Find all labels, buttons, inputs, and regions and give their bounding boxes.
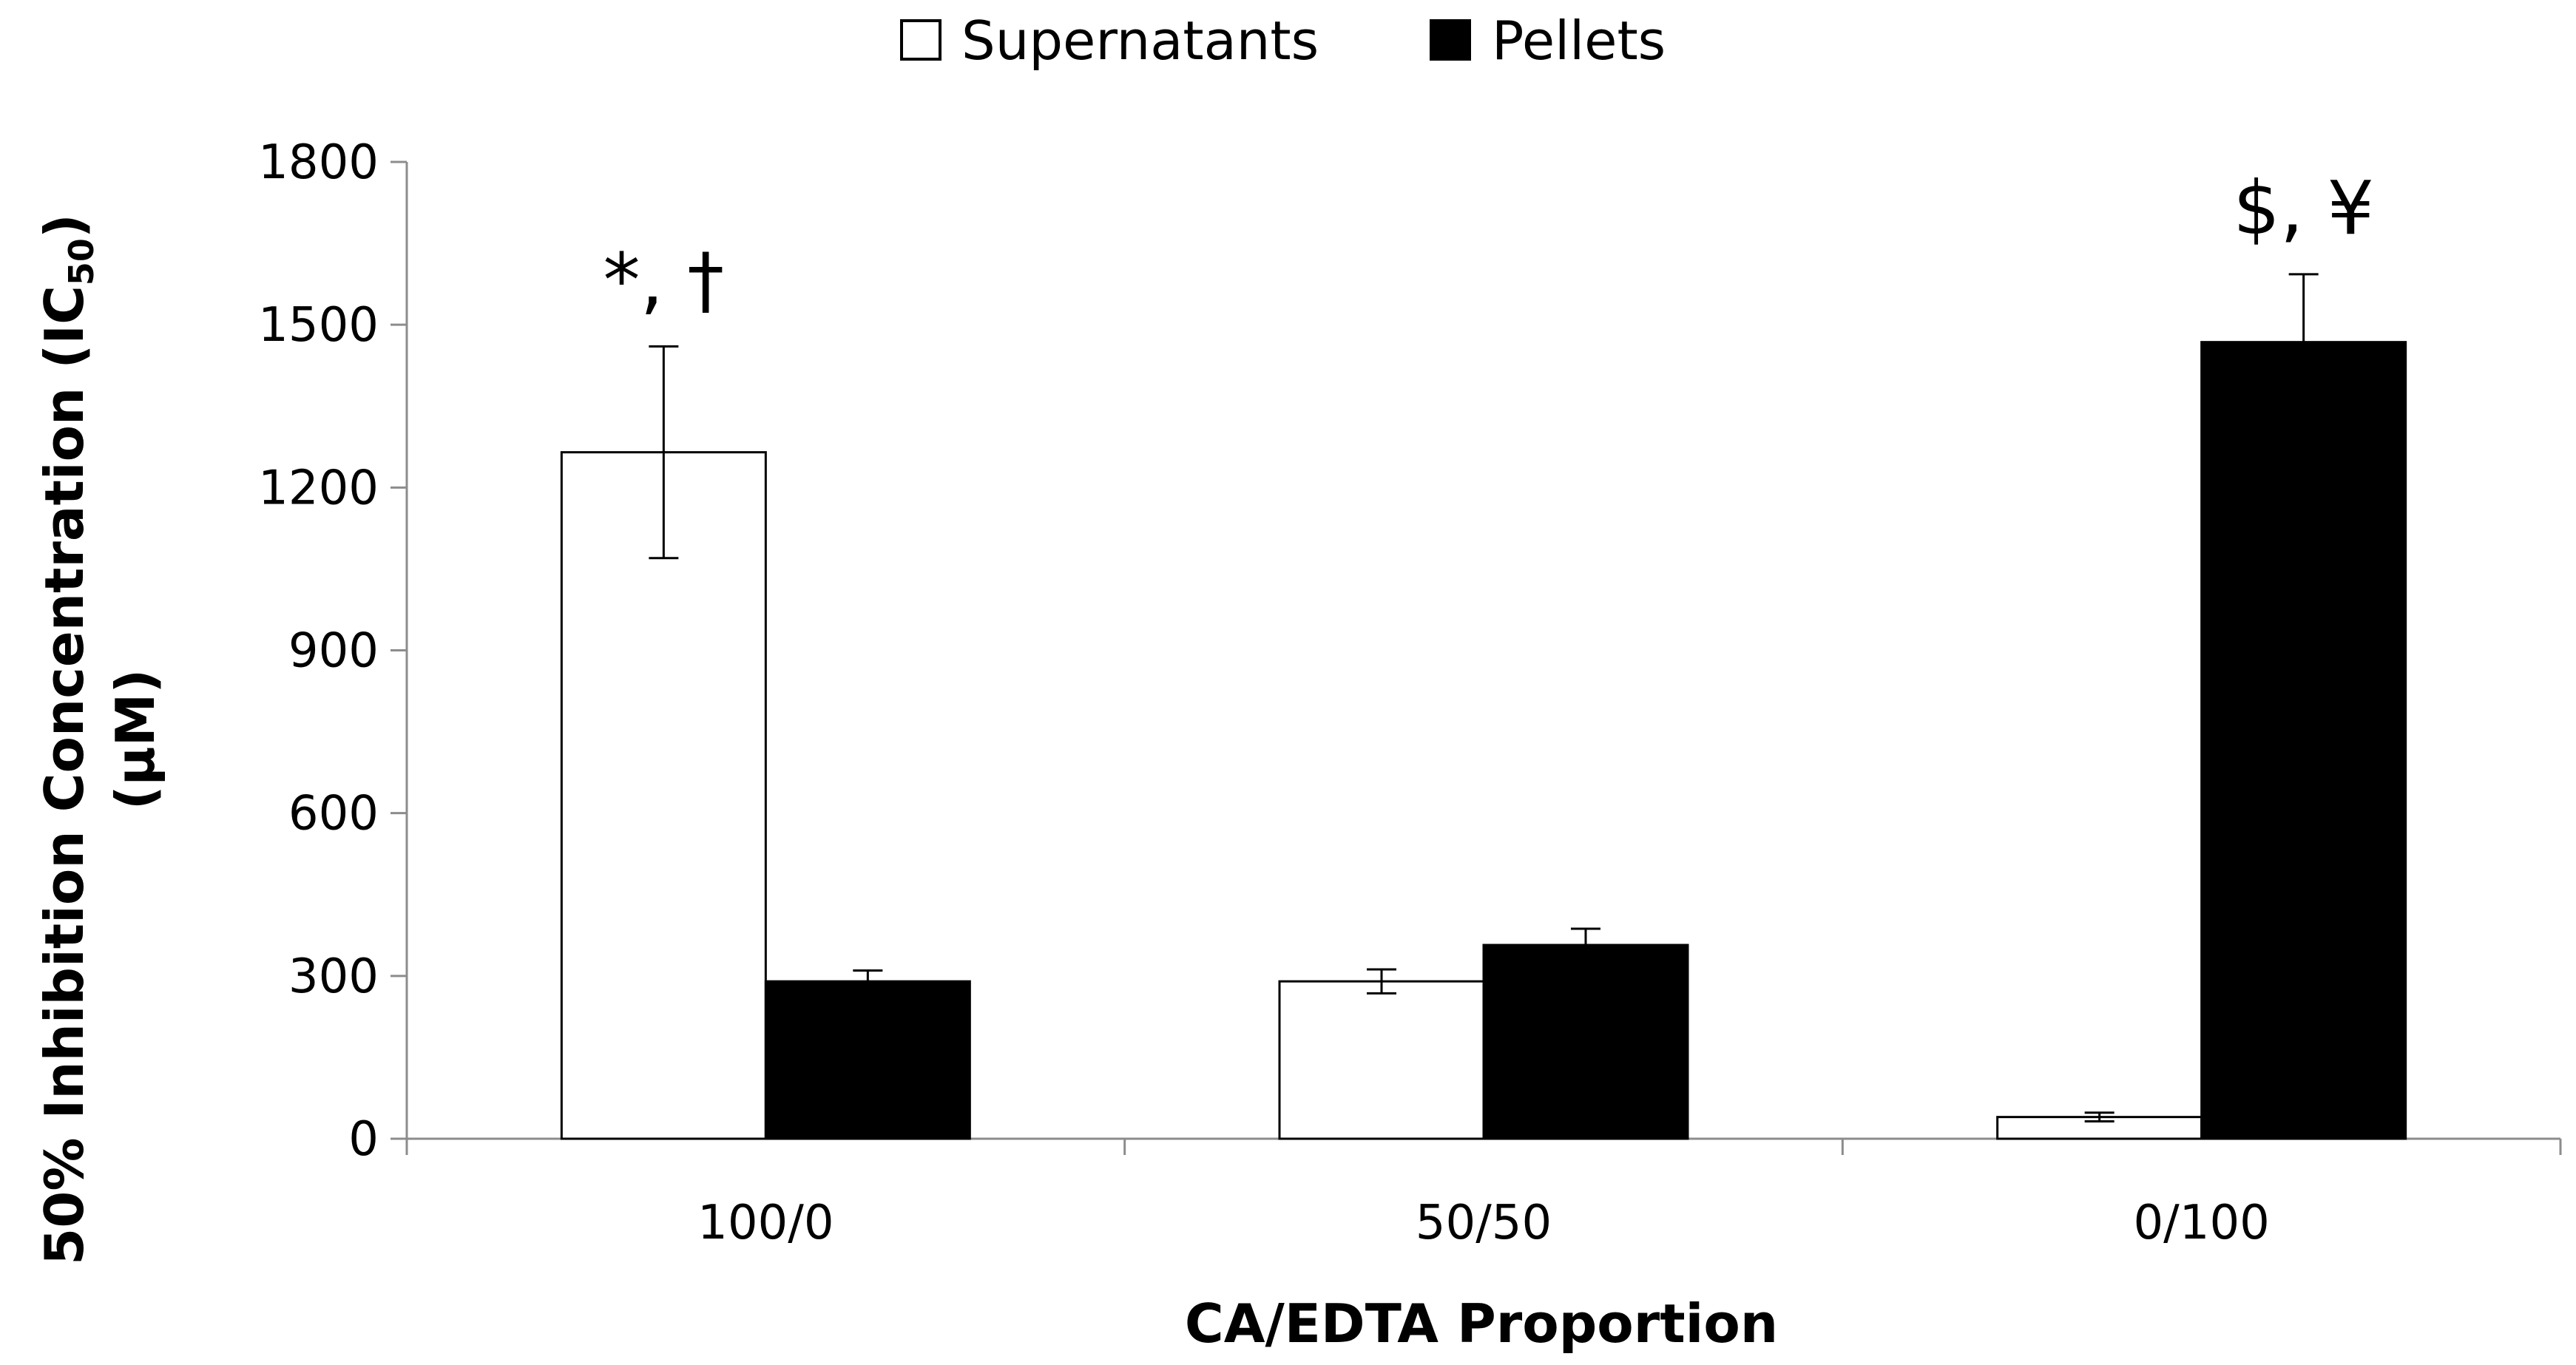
y-tick-label: 1500 — [258, 298, 379, 353]
y-tick-label: 1800 — [258, 135, 379, 190]
legend-swatch-supernatants — [900, 19, 942, 61]
y-axis-title-line2: (µM) — [104, 669, 166, 810]
bar-pellets-2 — [1482, 944, 1689, 1140]
annotations: *, † $, ¥ — [604, 165, 2375, 324]
legend-swatch-pellets — [1430, 19, 1471, 61]
x-axis-title: CA/EDTA Proportion — [1185, 1293, 1778, 1355]
bar-pellets-3 — [2200, 341, 2407, 1140]
error-bar-pellets-3 — [2288, 273, 2319, 411]
error-bar-supernatants-2 — [1367, 968, 1396, 995]
bars — [560, 341, 2407, 1140]
x-tick-label: 100/0 — [697, 1196, 834, 1250]
y-axis-title: 50% Inhibition Concentration (IC50) (µM) — [33, 214, 166, 1265]
legend-label-pellets: Pellets — [1492, 10, 1666, 72]
error-bar-pellets-2 — [1571, 927, 1600, 963]
y-axis-title-line1: 50% Inhibition Concentration (IC50) — [33, 214, 101, 1265]
x-tick-label: 0/100 — [2133, 1196, 2269, 1250]
y-tick-label: 0 — [348, 1112, 379, 1167]
y-tick-label: 300 — [288, 949, 379, 1004]
y-tick-label: 1200 — [258, 461, 379, 515]
y-tick-label: 600 — [288, 787, 379, 841]
bar-supernatants-2 — [1278, 980, 1485, 1140]
y-tick-label: 900 — [288, 624, 379, 679]
x-tick-label: 50/50 — [1416, 1196, 1552, 1250]
legend-label-supernatants: Supernatants — [961, 10, 1319, 72]
significance-annotation-1: *, † — [604, 237, 725, 324]
error-bars — [649, 273, 2319, 1123]
error-bar-pellets-1 — [853, 969, 883, 994]
error-bar-supernatants-1 — [649, 345, 679, 560]
significance-annotation-2: $, ¥ — [2233, 165, 2374, 251]
bar-supernatants-1 — [560, 451, 767, 1140]
bar-pellets-1 — [764, 980, 971, 1140]
legend: Supernatants Pellets — [900, 10, 1666, 72]
error-bar-supernatants-3 — [2084, 1111, 2114, 1123]
